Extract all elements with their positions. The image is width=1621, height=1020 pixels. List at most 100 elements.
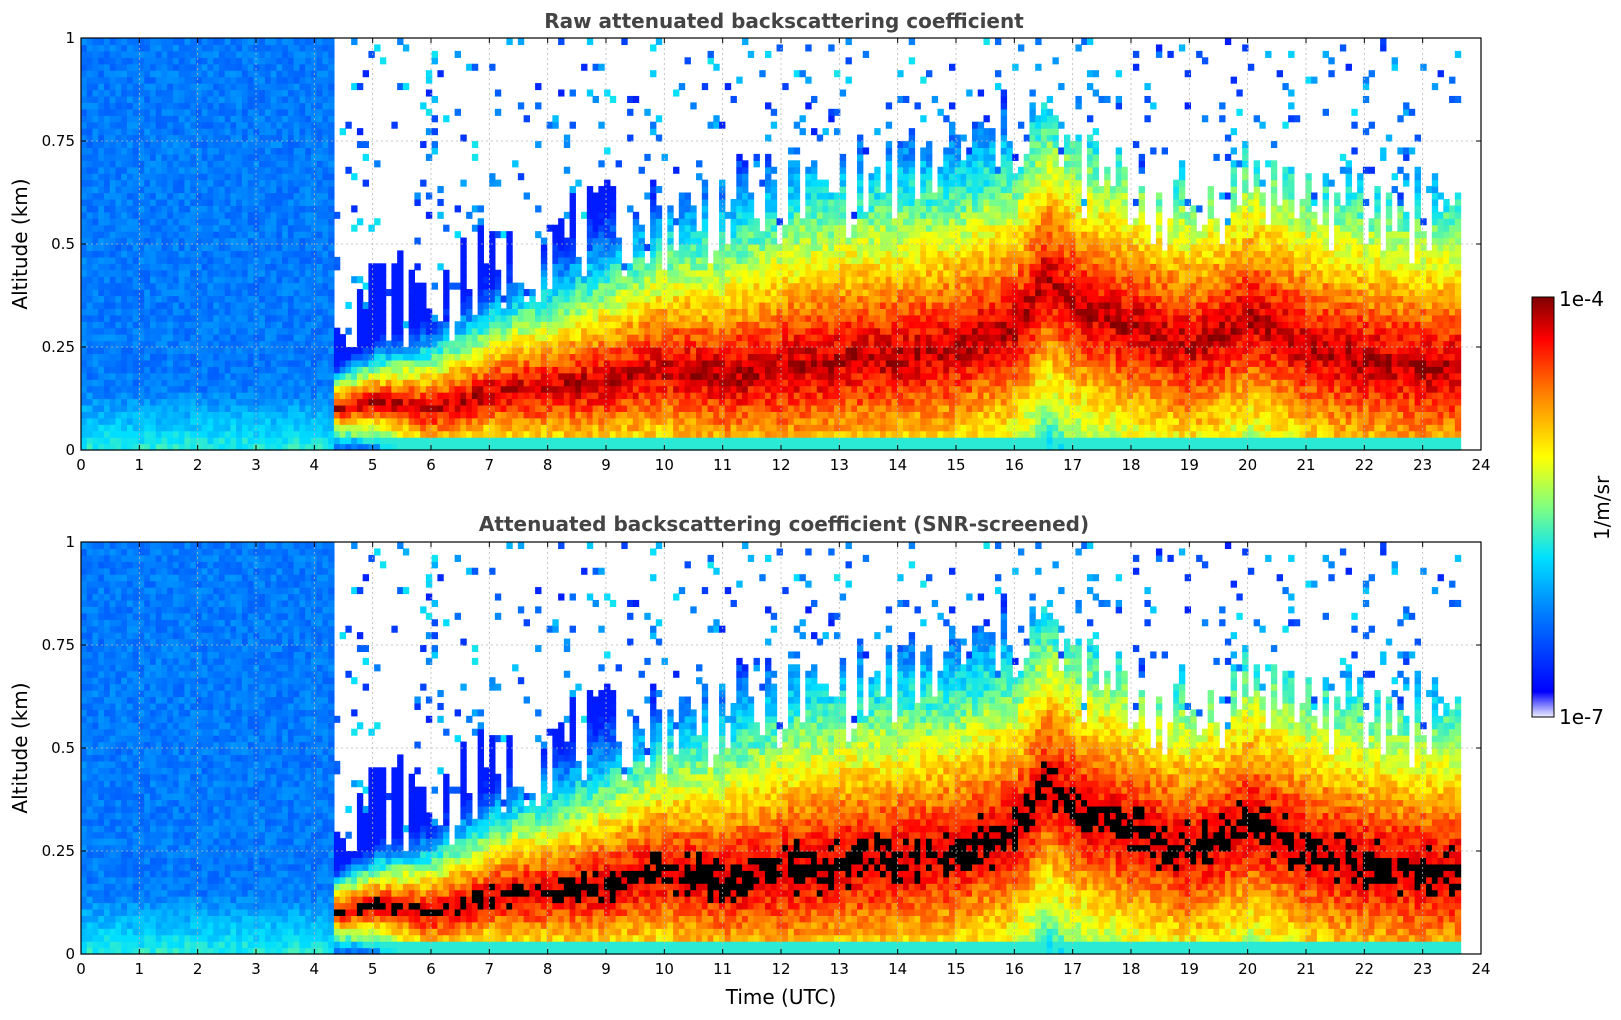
- heatmap-cell: [144, 89, 151, 97]
- heatmap-cell: [81, 70, 88, 78]
- heatmap-cell: [374, 366, 381, 374]
- heatmap-cell: [276, 250, 283, 258]
- heatmap-cell: [121, 70, 128, 78]
- heatmap-cell: [650, 186, 657, 194]
- heatmap-cell: [149, 95, 157, 103]
- heatmap-cell: [121, 321, 128, 329]
- heatmap-cell: [437, 443, 444, 451]
- heatmap-cell: [345, 392, 352, 400]
- heatmap-cell: [190, 359, 197, 367]
- heatmap-cell: [270, 379, 278, 387]
- heatmap-cell: [322, 205, 329, 213]
- heatmap-cell: [460, 417, 467, 425]
- heatmap-cell: [184, 404, 191, 412]
- heatmap-cell: [282, 38, 289, 46]
- heatmap-cell: [190, 417, 197, 425]
- heatmap-cell: [253, 108, 260, 116]
- heatmap-cell: [144, 166, 151, 174]
- heatmap-cell: [546, 289, 553, 297]
- heatmap-cell: [506, 379, 513, 387]
- heatmap-cell: [621, 372, 628, 380]
- heatmap-cell: [247, 282, 255, 290]
- heatmap-cell: [604, 334, 611, 342]
- heatmap-cell: [92, 70, 99, 78]
- heatmap-cell: [86, 443, 94, 451]
- heatmap-cell: [259, 308, 266, 316]
- heatmap-cell: [167, 250, 174, 258]
- heatmap-cell: [207, 347, 214, 355]
- heatmap-cell: [264, 353, 272, 361]
- heatmap-cell: [98, 44, 105, 52]
- heatmap-cell: [293, 89, 301, 97]
- heatmap-cell: [230, 192, 237, 200]
- heatmap-cell: [92, 186, 99, 194]
- heatmap-cell: [466, 417, 473, 425]
- heatmap-cell: [638, 256, 645, 264]
- heatmap-cell: [483, 424, 490, 432]
- heatmap-cell: [305, 38, 312, 46]
- heatmap-cell: [483, 411, 490, 419]
- heatmap-cell: [322, 160, 329, 168]
- heatmap-cell: [161, 443, 168, 451]
- heatmap-cell: [460, 379, 467, 387]
- heatmap-cell: [126, 186, 134, 194]
- heatmap-cell: [109, 76, 117, 84]
- heatmap-cell: [86, 231, 94, 239]
- heatmap-cell: [673, 321, 680, 329]
- heatmap-cell: [270, 334, 278, 342]
- heatmap-cell: [161, 385, 168, 393]
- heatmap-cell: [167, 256, 174, 264]
- heatmap-cell: [563, 289, 571, 297]
- heatmap-cell: [264, 134, 272, 142]
- heatmap-cell: [655, 295, 663, 303]
- heatmap-cell: [282, 160, 289, 168]
- heatmap-cell: [598, 340, 605, 348]
- heatmap-cell: [460, 237, 467, 245]
- heatmap-cell: [667, 359, 674, 367]
- heatmap-cell: [126, 224, 134, 232]
- heatmap-cell: [615, 160, 622, 168]
- heatmap-cell: [454, 50, 461, 58]
- heatmap-cell: [299, 321, 306, 329]
- heatmap-cell: [167, 186, 174, 194]
- heatmap-cell: [627, 385, 634, 393]
- heatmap-cell: [368, 224, 375, 232]
- heatmap-cell: [322, 147, 329, 155]
- heatmap-cell: [431, 314, 438, 322]
- heatmap-cell: [178, 153, 186, 161]
- heatmap-cell: [115, 83, 122, 91]
- heatmap-cell: [609, 95, 617, 103]
- heatmap-cell: [115, 256, 122, 264]
- heatmap-cell: [408, 437, 415, 445]
- heatmap-cell: [92, 192, 99, 200]
- heatmap-cell: [425, 321, 433, 329]
- heatmap-cell: [213, 276, 220, 284]
- heatmap-cell: [293, 76, 301, 84]
- heatmap-cell: [230, 50, 237, 58]
- heatmap-cell: [529, 334, 536, 342]
- heatmap-cell: [172, 198, 180, 206]
- heatmap-cell: [293, 121, 301, 129]
- heatmap-cell: [195, 340, 203, 348]
- heatmap-cell: [224, 237, 232, 245]
- heatmap-cell: [121, 353, 128, 361]
- heatmap-cell: [437, 424, 444, 432]
- heatmap-cell: [241, 347, 249, 355]
- heatmap-cell: [98, 424, 105, 432]
- heatmap-cell: [477, 404, 484, 412]
- heatmap-cell: [345, 417, 352, 425]
- heatmap-cell: [224, 224, 232, 232]
- heatmap-cell: [207, 95, 214, 103]
- heatmap-cell: [322, 244, 329, 252]
- heatmap-cell: [690, 392, 697, 400]
- heatmap-cell: [523, 314, 530, 322]
- heatmap-cell: [282, 263, 289, 271]
- heatmap-cell: [138, 173, 145, 181]
- heatmap-cell: [420, 334, 427, 342]
- heatmap-cell: [207, 301, 214, 309]
- heatmap-cell: [650, 282, 657, 290]
- heatmap-cell: [167, 347, 174, 355]
- heatmap-cell: [598, 198, 605, 206]
- heatmap-cell: [425, 128, 433, 136]
- heatmap-cell: [259, 353, 266, 361]
